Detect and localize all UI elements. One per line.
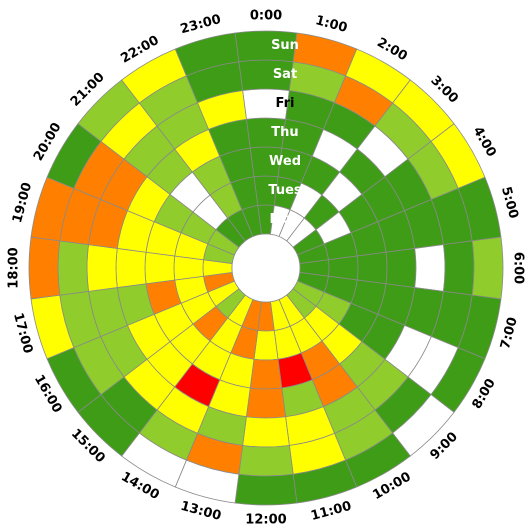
heatmap-cell-fri-12 [242,416,290,448]
hour-label-19: 19:00 [10,181,35,225]
day-labels: Mon Tues Wed Thu Fri Sat Sun [268,38,302,227]
hour-label-18: 18:00 [7,247,22,288]
day-label-wed: Wed [269,154,301,169]
heatmap-cell-sun-6 [471,236,504,300]
day-label-tues: Tues [268,183,302,198]
day-label-fri: Fri [276,96,295,111]
hour-label-17: 17:00 [10,311,35,355]
heatmap-cell-wed-18 [144,251,176,285]
hour-label-11: 11:00 [309,499,353,524]
heatmap-cell-thu-18 [115,247,147,289]
hour-label-7: 7:00 [498,316,521,351]
heatmap-cell-sun-18 [28,236,61,300]
heatmap-cell-fri-6 [414,244,446,292]
hour-label-1: 1:00 [314,13,349,36]
heatmap-cell-wed-12 [249,358,283,390]
heatmap-cell-sat-18 [57,240,89,296]
heatmap-cell-thu-6 [385,247,417,289]
hour-label-23: 23:00 [179,12,223,37]
heatmap-cell-fri-18 [86,244,118,292]
day-label-thu: Thu [271,125,298,140]
center-hole [231,233,301,303]
heatmap-cell-sat-6 [443,240,475,296]
hour-label-5: 5:00 [498,185,521,220]
day-label-sun: Sun [271,38,299,53]
heatmap-cell-sun-23 [174,32,240,77]
hour-label-0: 0:00 [250,9,282,24]
hour-label-13: 13:00 [179,499,223,524]
hour-label-12: 12:00 [245,513,286,524]
heatmap-cell-sat-12 [238,445,294,477]
hour-label-6: 6:00 [511,252,525,284]
day-label-sat: Sat [273,67,297,82]
day-label-mon: Mon [269,212,300,227]
heatmap-cell-wed-6 [356,251,388,285]
heatmap-cell-thu-12 [245,387,287,419]
heatmap-cells [28,30,504,506]
heatmap-cell-sun-12 [234,473,298,506]
